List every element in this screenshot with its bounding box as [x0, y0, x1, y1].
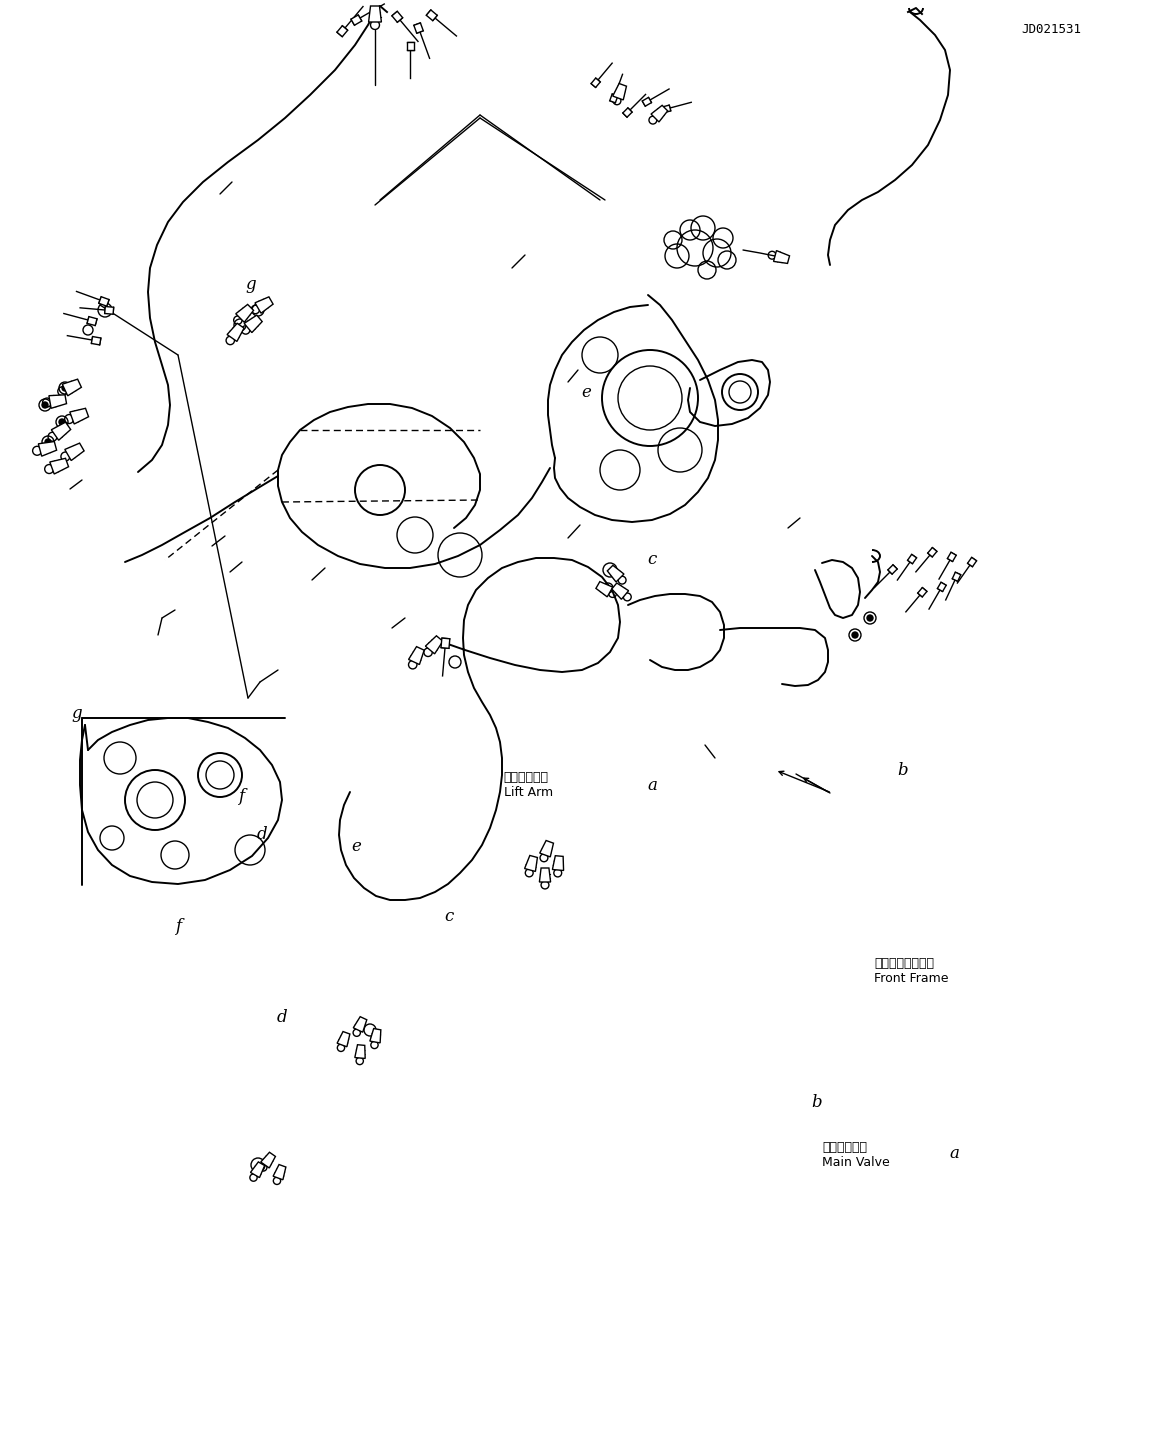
Polygon shape: [255, 297, 273, 313]
Text: g: g: [245, 276, 256, 294]
Text: e: e: [352, 838, 361, 855]
Polygon shape: [351, 15, 362, 25]
Polygon shape: [49, 395, 67, 409]
Polygon shape: [591, 79, 600, 87]
Polygon shape: [406, 42, 414, 49]
Polygon shape: [99, 297, 109, 307]
Polygon shape: [337, 26, 347, 36]
Polygon shape: [774, 250, 790, 263]
Circle shape: [59, 419, 66, 425]
Polygon shape: [612, 583, 629, 599]
Circle shape: [867, 615, 873, 621]
Polygon shape: [651, 105, 668, 122]
Polygon shape: [426, 635, 443, 654]
Polygon shape: [552, 856, 564, 871]
Polygon shape: [539, 868, 551, 883]
Polygon shape: [623, 108, 633, 118]
Polygon shape: [888, 564, 897, 574]
Polygon shape: [596, 582, 613, 596]
Text: c: c: [444, 907, 453, 925]
Polygon shape: [539, 840, 553, 856]
Polygon shape: [261, 1152, 276, 1168]
Polygon shape: [70, 409, 89, 425]
Polygon shape: [918, 587, 927, 598]
Polygon shape: [91, 336, 101, 345]
Text: フロントフレーム
Front Frame: フロントフレーム Front Frame: [874, 957, 949, 984]
Text: b: b: [897, 762, 908, 779]
Polygon shape: [369, 6, 382, 22]
Polygon shape: [38, 442, 56, 457]
Polygon shape: [273, 1165, 286, 1179]
Text: e: e: [582, 384, 591, 401]
Circle shape: [852, 632, 858, 638]
Polygon shape: [355, 1045, 366, 1059]
Polygon shape: [524, 855, 537, 871]
Polygon shape: [392, 12, 402, 22]
Polygon shape: [440, 638, 450, 648]
Polygon shape: [251, 1162, 264, 1178]
Text: a: a: [647, 776, 657, 794]
Text: リフトアーム
Lift Arm: リフトアーム Lift Arm: [504, 771, 553, 798]
Polygon shape: [64, 443, 84, 461]
Polygon shape: [610, 95, 618, 103]
Polygon shape: [907, 554, 917, 564]
Text: c: c: [647, 551, 657, 569]
Polygon shape: [414, 23, 423, 33]
Circle shape: [62, 385, 68, 391]
Text: g: g: [71, 705, 83, 723]
Polygon shape: [353, 1016, 367, 1032]
Circle shape: [43, 401, 48, 409]
Polygon shape: [607, 566, 624, 582]
Polygon shape: [236, 304, 254, 323]
Text: メインバルブ
Main Valve: メインバルブ Main Valve: [822, 1141, 890, 1169]
Polygon shape: [87, 317, 97, 326]
Polygon shape: [408, 647, 424, 664]
Polygon shape: [105, 307, 114, 314]
Text: d: d: [276, 1009, 288, 1027]
Polygon shape: [337, 1031, 350, 1047]
Text: f: f: [175, 917, 182, 935]
Circle shape: [45, 439, 51, 445]
Polygon shape: [227, 323, 244, 342]
Polygon shape: [928, 548, 937, 557]
Polygon shape: [642, 97, 652, 106]
Polygon shape: [937, 582, 946, 592]
Polygon shape: [62, 379, 82, 395]
Polygon shape: [613, 83, 627, 100]
Text: JD021531: JD021531: [1021, 23, 1081, 36]
Text: b: b: [811, 1093, 822, 1111]
Polygon shape: [244, 316, 262, 333]
Text: d: d: [256, 826, 268, 843]
Polygon shape: [948, 553, 956, 561]
Polygon shape: [52, 422, 70, 441]
Polygon shape: [370, 1028, 381, 1043]
Polygon shape: [952, 573, 960, 582]
Polygon shape: [49, 458, 69, 474]
Text: a: a: [950, 1144, 959, 1162]
Polygon shape: [427, 10, 437, 20]
Polygon shape: [967, 557, 976, 567]
Text: f: f: [238, 788, 245, 806]
Polygon shape: [662, 105, 670, 113]
